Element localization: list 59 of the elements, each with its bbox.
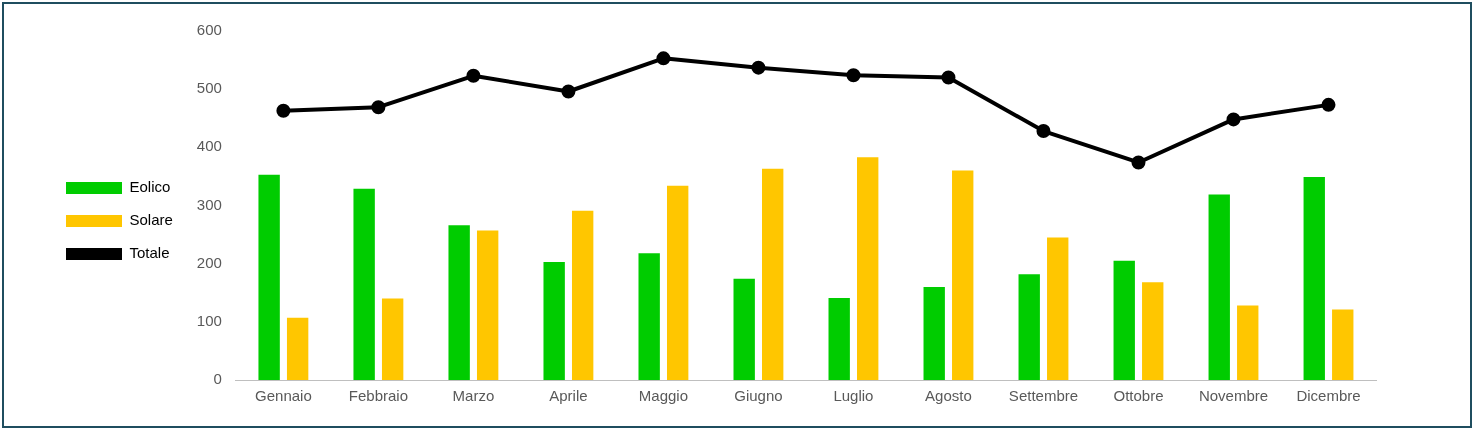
point bbox=[1036, 124, 1051, 139]
y-tick-label: 300 bbox=[196, 195, 222, 213]
x-tick-label: Febbraio bbox=[348, 387, 408, 405]
x-tick-label: Aprile bbox=[549, 387, 588, 405]
point bbox=[1321, 97, 1336, 112]
bar bbox=[762, 168, 784, 380]
bar bbox=[543, 261, 565, 380]
point bbox=[941, 70, 956, 85]
bar bbox=[1303, 177, 1325, 380]
point bbox=[561, 84, 576, 99]
y-tick-label: 0 bbox=[213, 370, 222, 388]
x-tick-label: Luglio bbox=[833, 387, 874, 405]
x-tick-label: Agosto bbox=[925, 387, 972, 405]
x-tick-label: Marzo bbox=[452, 387, 495, 405]
point bbox=[846, 68, 861, 83]
bar bbox=[1332, 309, 1354, 380]
y-tick-label: 100 bbox=[196, 311, 222, 329]
point bbox=[276, 103, 291, 118]
bar bbox=[1113, 260, 1135, 380]
bar bbox=[952, 170, 974, 380]
point bbox=[656, 51, 671, 66]
y-tick-label: 500 bbox=[196, 79, 222, 97]
point bbox=[1131, 155, 1146, 170]
bar bbox=[1237, 305, 1259, 380]
point bbox=[466, 68, 481, 83]
x-tick-label: Giugno bbox=[734, 387, 783, 405]
point bbox=[751, 60, 766, 75]
legend-label: Solare bbox=[129, 211, 173, 229]
bar bbox=[828, 297, 850, 380]
legend-label: Totale bbox=[129, 244, 170, 262]
x-tick-label: Ottobre bbox=[1113, 387, 1164, 405]
bar bbox=[638, 253, 660, 380]
bar bbox=[476, 230, 499, 380]
x-tick-label: Maggio bbox=[638, 387, 689, 405]
bar bbox=[666, 185, 689, 380]
x-tick-label: Settembre bbox=[1008, 387, 1079, 405]
bar bbox=[258, 174, 280, 380]
bar bbox=[571, 210, 594, 380]
y-tick-label: 600 bbox=[196, 21, 222, 39]
bar bbox=[353, 188, 375, 380]
bar bbox=[1208, 194, 1230, 380]
bar bbox=[1142, 282, 1164, 380]
point bbox=[1226, 112, 1241, 127]
frame: Eolico Solare Totale Gennaio Febbraio Marzo Aprile Maggio Giugno Luglio Agosto Settembre Ottobre Novembre Dicembre 0 100 200 300 400 500 600 bbox=[2, 2, 1472, 428]
bar bbox=[923, 286, 945, 380]
y-tick-label: 400 bbox=[196, 137, 222, 155]
bar bbox=[1047, 237, 1069, 380]
bar bbox=[286, 317, 309, 380]
x-tick-label: Dicembre bbox=[1296, 387, 1361, 405]
bar bbox=[857, 157, 879, 380]
x-tick-label: Gennaio bbox=[255, 387, 312, 405]
bar bbox=[1018, 274, 1040, 380]
bar bbox=[381, 298, 404, 380]
legend-label: Eolico bbox=[129, 178, 171, 196]
y-tick-label: 200 bbox=[196, 253, 222, 271]
point bbox=[371, 100, 386, 115]
bar bbox=[733, 278, 755, 380]
x-tick-label: Novembre bbox=[1198, 387, 1269, 405]
bar bbox=[448, 225, 470, 380]
